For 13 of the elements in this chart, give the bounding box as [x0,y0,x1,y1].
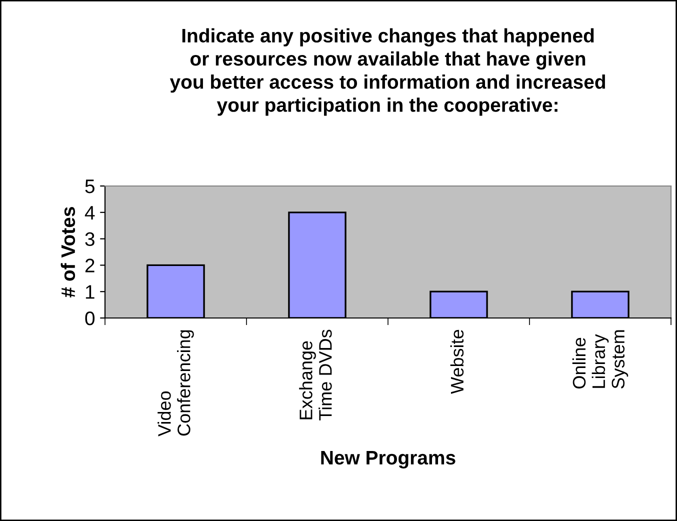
y-tick-label: 4 [84,206,95,220]
x-tick-label: Online Library System [572,330,628,388]
chart-title: Indicate any positive changes that happened or resources now available that have given you better access to information and increased your participation in the cooperative: [170,28,606,116]
x-axis-title: New Programs [321,451,456,469]
x-tick-label: Website [450,330,464,394]
x-tick-label: Exchange Time DVDs [299,330,332,420]
y-tick-label: 0 [85,311,95,326]
y-tick-label: 1 [86,285,94,299]
y-tick-label: 2 [85,258,94,272]
y-tick-label: 3 [85,232,94,246]
x-tick-label: Video Conferencing [158,330,194,436]
y-tick-label: 5 [85,180,94,194]
y-axis-title: # of Votes [60,207,76,298]
